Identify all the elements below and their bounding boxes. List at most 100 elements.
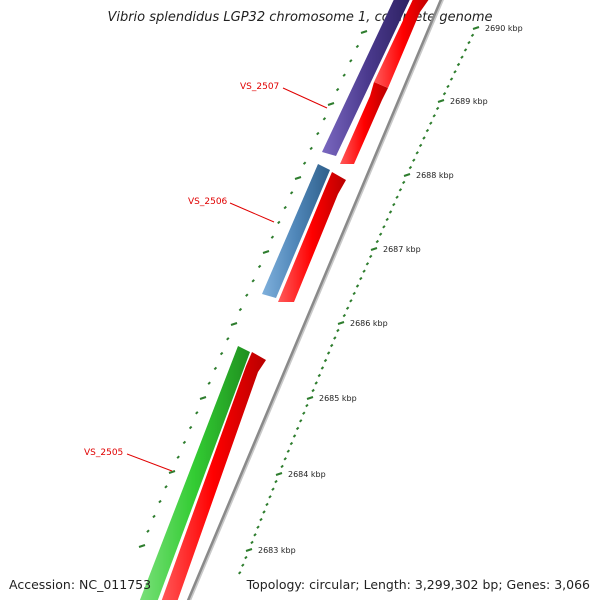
gene-label-leader — [126, 453, 173, 472]
minor-tick — [259, 517, 263, 522]
minor-tick — [470, 33, 475, 38]
accession-text: Accession: NC_011753 — [9, 577, 152, 592]
minor-tick — [362, 269, 366, 273]
minor-tick — [456, 62, 461, 67]
cds-feature-vs-2505[interactable] — [160, 352, 266, 600]
cds-feature-vs-2506[interactable] — [278, 172, 346, 302]
inner-minor-tick — [213, 366, 218, 371]
inner-minor-tick — [349, 59, 353, 63]
minor-tick — [467, 40, 471, 45]
genome-summary: Topology: circular; Length: 3,299,302 bp… — [246, 577, 590, 592]
minor-tick — [311, 388, 315, 393]
minor-tick — [283, 457, 287, 461]
inner-major-tick — [294, 176, 302, 180]
minor-tick — [378, 232, 383, 236]
inner-minor-tick — [182, 440, 187, 445]
inner-minor-tick — [176, 455, 180, 459]
gene-bar-vs-2506[interactable] — [262, 164, 330, 298]
minor-tick — [446, 84, 450, 89]
major-tick — [472, 26, 480, 30]
minor-tick — [262, 510, 266, 514]
minor-tick — [256, 525, 260, 529]
minor-tick — [250, 540, 254, 545]
inner-minor-tick — [322, 117, 327, 121]
minor-tick — [345, 306, 350, 310]
gene-label[interactable]: VS_2507 — [240, 82, 279, 92]
inner-minor-tick — [355, 44, 360, 49]
major-tick — [437, 99, 445, 103]
tick-label: 2687 kbp — [383, 245, 421, 254]
minor-tick — [317, 373, 322, 378]
minor-tick — [326, 351, 331, 355]
tick-label: 2684 kbp — [288, 470, 326, 479]
inner-major-tick — [199, 396, 207, 400]
minor-tick — [349, 299, 353, 303]
tick-label: 2689 kbp — [450, 97, 488, 106]
inner-minor-tick — [158, 499, 162, 504]
inner-minor-tick — [270, 235, 275, 239]
minor-tick — [395, 195, 399, 199]
tick-label: 2685 kbp — [319, 394, 357, 403]
gene-label-leader — [229, 202, 275, 223]
inner-minor-tick — [316, 131, 320, 136]
minor-tick — [422, 136, 426, 140]
minor-tick — [442, 91, 447, 96]
minor-tick — [425, 128, 430, 133]
inner-minor-tick — [164, 485, 168, 489]
minor-tick — [375, 239, 380, 244]
tick-label: 2683 kbp — [258, 546, 296, 555]
inner-minor-tick — [251, 279, 255, 283]
minor-tick — [359, 276, 363, 281]
minor-tick — [244, 555, 248, 560]
inner-minor-tick — [309, 146, 313, 151]
cds-feature-upper[interactable] — [374, 0, 432, 88]
minor-tick — [305, 403, 309, 408]
minor-tick — [268, 495, 272, 499]
inner-minor-tick — [277, 220, 281, 225]
minor-tick — [323, 358, 328, 363]
inner-minor-tick — [289, 191, 294, 195]
inner-major-tick — [138, 544, 146, 548]
minor-tick — [463, 48, 468, 52]
minor-tick — [435, 106, 440, 111]
inner-minor-tick — [226, 337, 230, 341]
minor-tick — [453, 70, 457, 74]
minor-tick — [274, 479, 278, 484]
gene-bar-vs-2505[interactable] — [138, 346, 250, 600]
inner-minor-tick — [245, 293, 249, 297]
inner-major-tick — [168, 470, 176, 474]
minor-tick — [382, 225, 386, 229]
minor-tick — [388, 210, 393, 214]
minor-tick — [241, 563, 245, 567]
minor-tick — [460, 55, 464, 59]
major-tick — [306, 396, 314, 400]
inner-major-tick — [262, 250, 270, 254]
minor-tick — [329, 343, 334, 348]
minor-tick — [418, 143, 423, 148]
minor-tick — [368, 254, 373, 259]
inner-major-tick — [360, 30, 368, 34]
minor-tick — [302, 411, 306, 415]
gene-bar-vs-2507[interactable] — [322, 0, 412, 156]
minor-tick — [237, 571, 242, 575]
cds-feature-vs-2507[interactable] — [340, 82, 388, 164]
inner-minor-tick — [219, 351, 224, 356]
minor-tick — [289, 441, 294, 446]
gene-labels: VS_2507 VS_2506 VS_2505 — [84, 82, 328, 472]
inner-minor-tick — [207, 381, 211, 385]
tick-label: 2690 kbp — [485, 24, 523, 33]
gene-label[interactable]: VS_2506 — [188, 197, 228, 207]
tick-label: 2686 kbp — [350, 319, 388, 328]
major-tick — [245, 548, 253, 552]
major-tick — [275, 472, 283, 476]
inner-minor-tick — [188, 425, 193, 430]
gene-label[interactable]: VS_2505 — [84, 448, 123, 458]
inner-minor-tick — [302, 161, 307, 165]
inner-minor-tick — [146, 529, 150, 533]
minor-tick — [385, 217, 389, 222]
minor-tick — [265, 502, 269, 507]
minor-tick — [342, 313, 347, 318]
minor-tick — [298, 419, 303, 423]
minor-tick — [415, 151, 419, 155]
